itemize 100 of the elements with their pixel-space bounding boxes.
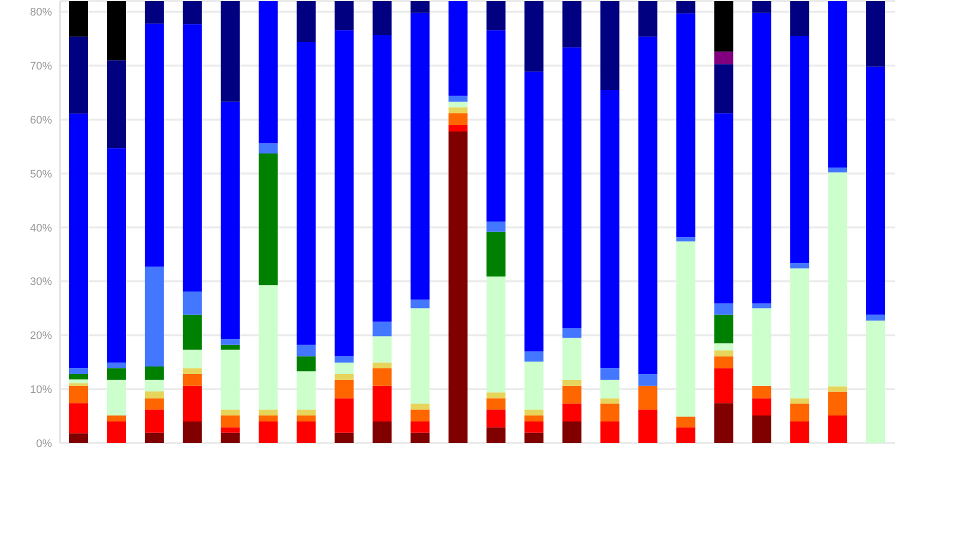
- bar: [790, 421, 810, 443]
- bar: [676, 13, 696, 238]
- bar: [220, 410, 240, 416]
- bar: [600, 380, 620, 398]
- bar: [714, 403, 734, 443]
- bar: [714, 314, 734, 344]
- bar: [296, 356, 316, 372]
- bar: [448, 107, 468, 114]
- bar: [69, 386, 88, 404]
- bar: [182, 350, 202, 368]
- bar: [448, 131, 468, 443]
- bar: [524, 351, 544, 362]
- bar: [714, 350, 734, 356]
- bar: [106, 421, 126, 443]
- bar: [714, 1, 734, 52]
- bar: [600, 421, 620, 443]
- bar: [714, 343, 734, 350]
- bar: [486, 398, 506, 410]
- bar: [69, 114, 88, 368]
- bar: [448, 113, 468, 125]
- bar: [220, 350, 240, 410]
- bar: [372, 322, 392, 336]
- bar: [69, 379, 88, 384]
- bar: [296, 42, 316, 345]
- bar: [410, 410, 430, 422]
- bar: [182, 314, 202, 350]
- bar: [296, 421, 316, 443]
- bar: [524, 362, 544, 410]
- bar: [790, 268, 810, 398]
- bar: [410, 308, 430, 404]
- bar: [258, 1, 278, 144]
- bar: [828, 1, 848, 168]
- bar: [372, 421, 392, 443]
- bar: [220, 416, 240, 428]
- bar: [714, 356, 734, 368]
- bar: [296, 371, 316, 410]
- bar: [600, 90, 620, 368]
- bar: [638, 374, 658, 386]
- bar: [866, 320, 886, 443]
- bar: [562, 47, 582, 328]
- bar: [790, 1, 810, 36]
- bar: [220, 338, 240, 345]
- y-tick-label: 80%: [30, 6, 52, 19]
- bar: [828, 386, 848, 392]
- bar: [220, 1, 240, 102]
- bar: [638, 410, 658, 443]
- bar: [69, 1, 88, 37]
- bar: [220, 344, 240, 350]
- bar: [486, 221, 506, 232]
- bar: [410, 421, 430, 433]
- bar: [752, 416, 772, 443]
- bar: [334, 432, 354, 443]
- y-tick-label: 50%: [30, 168, 52, 180]
- bar: [410, 12, 430, 300]
- bar: [676, 427, 696, 443]
- bar: [334, 356, 354, 363]
- bar: [372, 368, 392, 386]
- bar: [638, 1, 658, 37]
- bar: [600, 368, 620, 380]
- bar: [790, 404, 810, 422]
- bar: [562, 1, 582, 48]
- bar: [600, 398, 620, 404]
- y-tick-label: 20%: [30, 330, 52, 342]
- bar: [258, 154, 278, 286]
- bar: [486, 30, 506, 222]
- bar: [334, 380, 354, 398]
- bar: [828, 416, 848, 443]
- bar: [106, 416, 126, 422]
- bar: [106, 148, 126, 363]
- bar: [144, 410, 164, 433]
- bar: [790, 36, 810, 263]
- bar: [828, 172, 848, 386]
- bar: [828, 168, 848, 172]
- y-tick-label: 0%: [36, 438, 52, 450]
- bar: [372, 1, 392, 35]
- bar: [676, 1, 696, 14]
- bar: [524, 416, 544, 422]
- bar: [448, 102, 468, 108]
- bar: [69, 36, 88, 114]
- bar: [828, 392, 848, 416]
- bar: [486, 410, 506, 428]
- bar: [182, 386, 202, 422]
- bar: [714, 113, 734, 304]
- bar: [296, 410, 316, 416]
- bar: [144, 366, 164, 380]
- y-tick-label: 10%: [30, 384, 52, 396]
- bar: [220, 102, 240, 339]
- bar: [524, 410, 544, 416]
- bar: [410, 1, 430, 13]
- bar: [676, 416, 696, 428]
- bar: [600, 1, 620, 90]
- bar: [752, 308, 772, 386]
- bar: [638, 36, 658, 374]
- bar: [448, 124, 468, 132]
- bar: [144, 1, 164, 24]
- bar: [486, 427, 506, 443]
- bar: [144, 24, 164, 267]
- bar: [69, 368, 88, 374]
- bar: [258, 410, 278, 416]
- bar: [714, 368, 734, 404]
